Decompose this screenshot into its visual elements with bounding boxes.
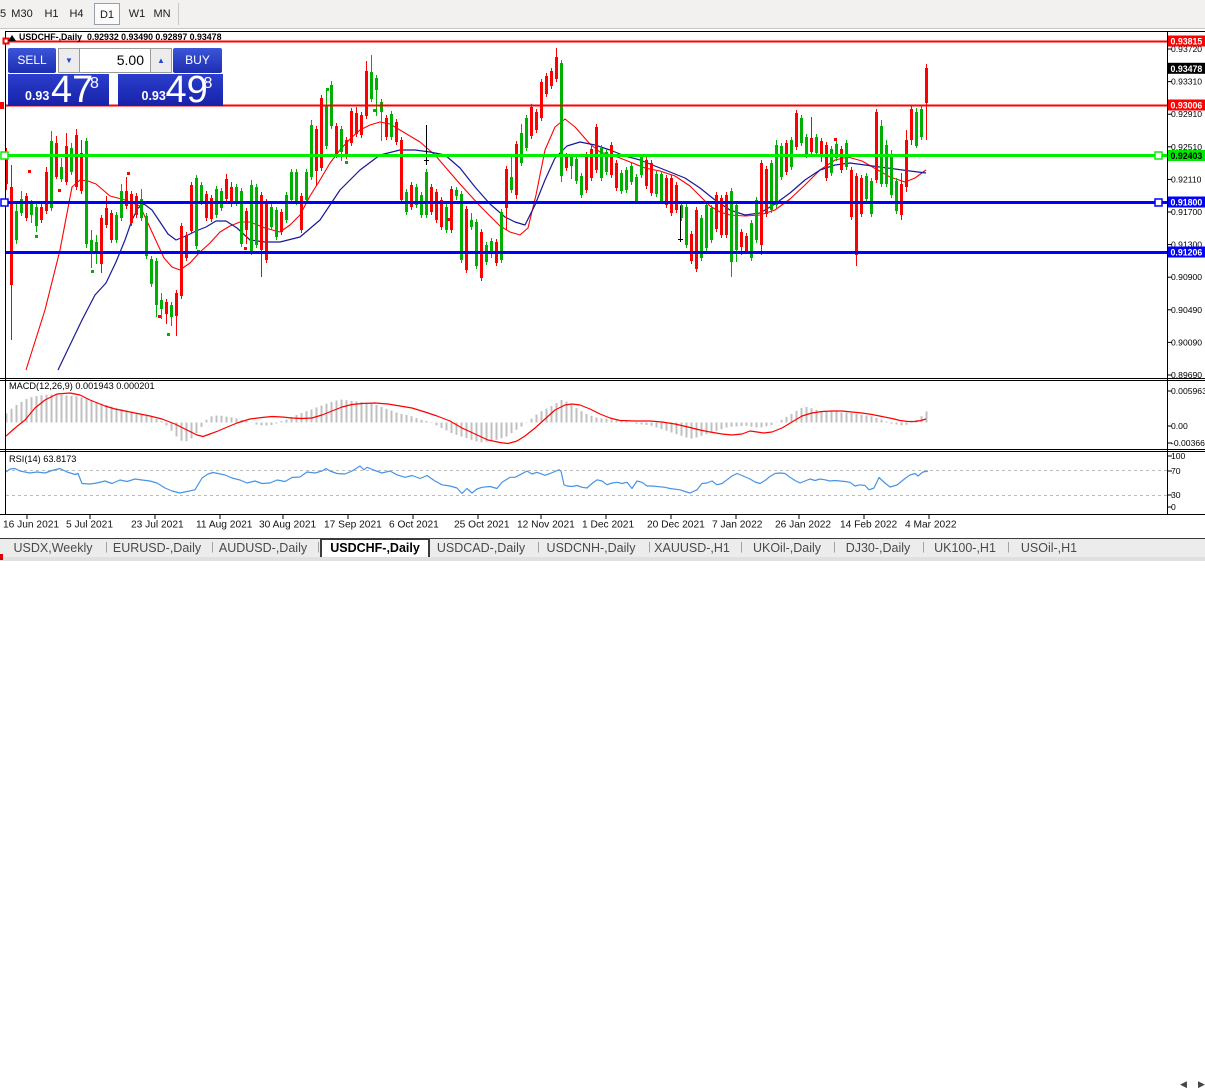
svg-text:23 Jul 2021: 23 Jul 2021 [131, 520, 184, 531]
svg-text:0.91800: 0.91800 [1171, 198, 1203, 208]
svg-text:12 Nov 2021: 12 Nov 2021 [517, 520, 575, 531]
svg-text:11 Aug 2021: 11 Aug 2021 [196, 520, 253, 531]
svg-text:MACD(12,26,9) 0.001943 0.00020: MACD(12,26,9) 0.001943 0.000201 [9, 381, 155, 391]
svg-text:14 Feb 2022: 14 Feb 2022 [840, 520, 898, 531]
svg-text:USDCHF-,Daily 0.92932 0.93490: USDCHF-,Daily 0.92932 0.93490 0.92897 0.… [19, 32, 222, 42]
svg-text:0.90490: 0.90490 [1171, 305, 1202, 315]
svg-text:16 Jun 2021: 16 Jun 2021 [3, 520, 59, 531]
svg-text:0.89690: 0.89690 [1171, 370, 1202, 380]
svg-text:30 Aug 2021: 30 Aug 2021 [259, 520, 317, 531]
svg-text:5 Jul 2021: 5 Jul 2021 [66, 520, 113, 531]
svg-text:0.90090: 0.90090 [1171, 337, 1202, 347]
svg-text:25 Oct 2021: 25 Oct 2021 [454, 520, 510, 531]
svg-text:0.93310: 0.93310 [1171, 77, 1202, 87]
svg-text:0.005963: 0.005963 [1171, 386, 1205, 396]
svg-text:20 Dec 2021: 20 Dec 2021 [647, 520, 705, 531]
svg-text:1 Dec 2021: 1 Dec 2021 [582, 520, 634, 531]
svg-text:0.93478: 0.93478 [1171, 64, 1203, 74]
svg-text:0.93815: 0.93815 [1171, 37, 1203, 47]
svg-text:0: 0 [1171, 502, 1176, 512]
svg-text:-0.00366: -0.00366 [1171, 438, 1205, 448]
svg-text:0.91700: 0.91700 [1171, 207, 1202, 217]
svg-text:26 Jan 2022: 26 Jan 2022 [775, 520, 831, 531]
svg-text:17 Sep 2021: 17 Sep 2021 [324, 520, 382, 531]
svg-text:RSI(14) 63.8173: RSI(14) 63.8173 [9, 454, 76, 464]
svg-text:0.00: 0.00 [1171, 421, 1188, 431]
svg-text:100: 100 [1171, 451, 1186, 461]
svg-text:4 Mar 2022: 4 Mar 2022 [905, 520, 957, 531]
svg-text:0.92110: 0.92110 [1171, 174, 1202, 184]
svg-text:6 Oct 2021: 6 Oct 2021 [389, 520, 439, 531]
svg-text:0.90900: 0.90900 [1171, 272, 1202, 282]
svg-text:30: 30 [1171, 490, 1181, 500]
svg-text:0.91206: 0.91206 [1171, 248, 1203, 258]
svg-text:7 Jan 2022: 7 Jan 2022 [712, 520, 763, 531]
svg-text:70: 70 [1171, 466, 1181, 476]
svg-text:0.92910: 0.92910 [1171, 109, 1202, 119]
svg-text:0.93006: 0.93006 [1171, 101, 1203, 111]
svg-text:0.92403: 0.92403 [1171, 151, 1203, 161]
